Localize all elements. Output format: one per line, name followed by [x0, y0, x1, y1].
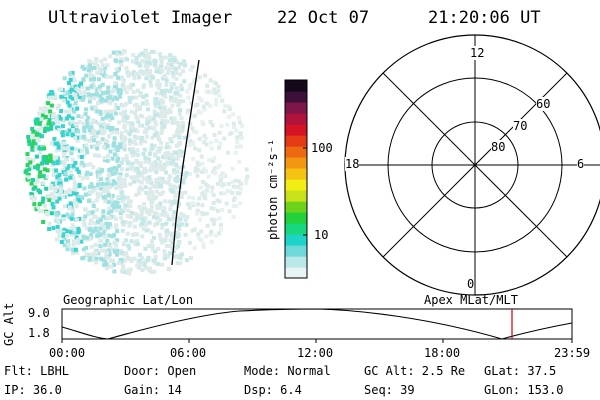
timeline-left-caption: Geographic Lat/Lon — [63, 293, 194, 307]
timeline-xtick-0000: 00:00 — [49, 346, 86, 360]
sequence-info: Seq: 39 — [364, 383, 415, 397]
ip-info: IP: 36.0 — [4, 383, 62, 397]
filter-info: Flt: LBHL — [4, 364, 70, 378]
colorbar-cell — [285, 102, 307, 114]
instrument-title: Ultraviolet Imager — [48, 8, 233, 28]
glon-info: GLon: 153.0 — [484, 383, 564, 397]
colorbar-cell — [285, 124, 307, 136]
lat-label-80: 80 — [491, 140, 506, 154]
mlt-label-right: 6 — [577, 157, 585, 171]
gain-info: Gain: 14 — [124, 383, 182, 397]
dsp-info: Dsp: 6.4 — [244, 383, 302, 397]
timeline-xtick-1200: 12:00 — [297, 346, 334, 360]
colorbar-cell — [285, 168, 307, 180]
colorbar-cell — [285, 201, 307, 213]
timeline-ytick-bottom: 1.8 — [28, 326, 50, 340]
colorbar-cell — [285, 91, 307, 103]
observation-date: 22 Oct 07 — [277, 8, 370, 28]
timeline-xtick-0600: 06:00 — [170, 346, 207, 360]
colorbar-cell — [285, 212, 307, 224]
gc-altitude-info: GC Alt: 2.5 Re — [364, 364, 466, 378]
timeline-xtick-2359: 23:59 — [554, 346, 591, 360]
colorbar-cell — [285, 267, 307, 279]
mlt-label-top: 12 — [470, 46, 485, 60]
glat-info: GLat: 37.5 — [484, 364, 557, 378]
colorbar-cell — [285, 179, 307, 191]
timeline-xtick-1800: 18:00 — [424, 346, 461, 360]
colorbar-cell — [285, 135, 307, 147]
altitude-curve — [61, 308, 573, 340]
observation-time: 21:20:06 UT — [428, 8, 541, 28]
lat-label-60: 60 — [536, 97, 551, 111]
colorbar-cell — [285, 190, 307, 202]
door-info: Door: Open — [124, 364, 197, 378]
colorbar-cell — [285, 157, 307, 169]
mode-info: Mode: Normal — [244, 364, 331, 378]
colorbar-tick-10: 10 — [314, 228, 329, 242]
colorbar-cell — [285, 80, 307, 92]
lat-label-70: 70 — [513, 119, 528, 133]
colorbar-cell — [285, 256, 307, 268]
mlt-label-left: 18 — [345, 157, 360, 171]
colorbar-cell — [285, 146, 307, 158]
mlt-label-bottom: 0 — [467, 277, 475, 291]
timeline-ytick-top: 9.0 — [28, 306, 50, 320]
colorbar-cell — [285, 234, 307, 246]
color-bar — [284, 79, 308, 279]
colorbar-cell — [285, 245, 307, 257]
colorbar-cell — [285, 113, 307, 125]
timeline-right-caption: Apex MLat/MLT — [424, 293, 518, 307]
colorbar-tick-100: 100 — [311, 141, 333, 155]
terminator-line — [171, 59, 200, 266]
colorbar-cell — [285, 223, 307, 235]
